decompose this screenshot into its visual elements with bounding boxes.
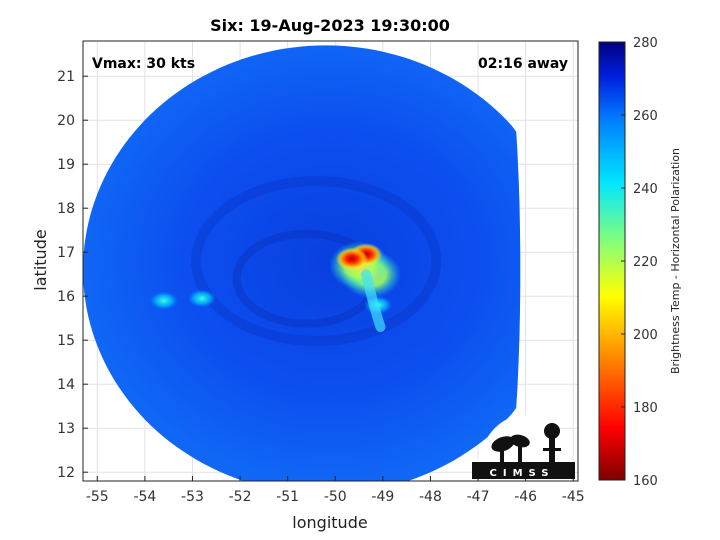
swath-background (83, 45, 521, 481)
x-tick-label: -51 (276, 489, 299, 505)
x-tick-label: -46 (514, 489, 537, 505)
colorbar (598, 41, 626, 481)
colorbar-tick-label: 200 (633, 328, 658, 343)
cimss-logo: CIMSS (472, 415, 575, 479)
rain-band (191, 176, 442, 346)
chart-title: Six: 19-Aug-2023 19:30:00 (210, 16, 450, 35)
x-tick-label: -54 (133, 489, 156, 505)
colorbar-tick-label: 280 (633, 36, 658, 51)
convection-feature (187, 289, 216, 308)
x-tick-label: -52 (229, 489, 252, 505)
y-tick-label: 18 (57, 201, 75, 217)
colorbar-ticks: 160 180 200 220 240 260 280 (621, 36, 658, 489)
x-tick-label: -48 (419, 489, 442, 505)
convection-feature (149, 291, 178, 310)
y-tick-label: 15 (57, 333, 75, 349)
colorbar-tick-label: 180 (633, 401, 658, 416)
colorbar-label: Brightness Temp - Horizontal Polarizatio… (669, 148, 682, 374)
y-tick-label: 20 (57, 113, 75, 129)
logo-text: CIMSS (490, 468, 555, 479)
colorbar-tick-label: 260 (633, 109, 658, 124)
x-tick-label: -53 (181, 489, 204, 505)
x-tick-label: -47 (467, 489, 490, 505)
colorbar-tick-label: 220 (633, 255, 658, 270)
convection-feature (335, 247, 368, 270)
y-tick-label: 13 (57, 421, 75, 437)
y-axis-label: latitude (31, 229, 50, 290)
y-tick-label: 19 (57, 157, 75, 173)
x-axis-label: longitude (292, 513, 367, 532)
convection-plume (361, 269, 386, 332)
vmax-annotation: Vmax: 30 kts (92, 56, 195, 72)
y-axis-ticks: 12 13 14 15 16 17 18 19 20 21 (57, 69, 88, 481)
x-tick-label: -45 (562, 489, 585, 505)
y-tick-label: 14 (57, 377, 75, 393)
y-tick-label: 12 (57, 465, 75, 481)
time-away-annotation: 02:16 away (478, 56, 568, 72)
x-tick-label: -50 (324, 489, 347, 505)
x-axis-ticks: -55 -54 -53 -52 -51 -50 -49 -48 -47 -46 -45 (86, 476, 585, 505)
y-tick-label: 16 (57, 289, 75, 305)
colorbar-tick-label: 160 (633, 474, 658, 489)
plot-frame (82, 40, 579, 482)
y-tick-label: 21 (57, 69, 75, 85)
x-tick-label: -55 (86, 489, 109, 505)
y-tick-label: 17 (57, 245, 75, 261)
swath-image (83, 45, 521, 481)
colorbar-tick-label: 240 (633, 182, 658, 197)
x-tick-label: -49 (371, 489, 394, 505)
